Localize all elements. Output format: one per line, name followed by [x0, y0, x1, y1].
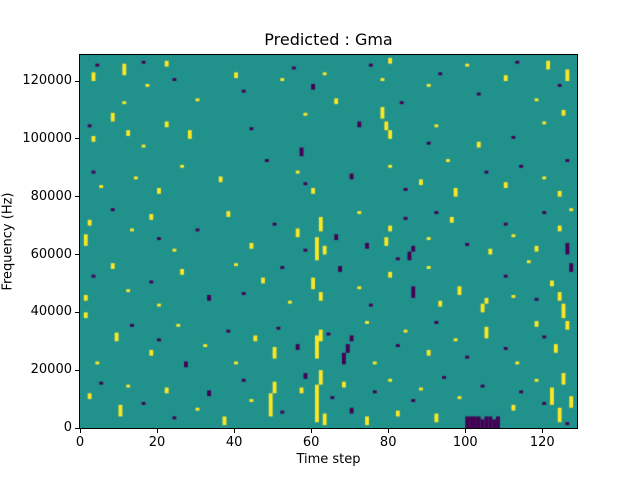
y-tick-label: 40000	[30, 304, 72, 320]
y-tick-mark	[75, 369, 79, 371]
x-tick-label: 0	[75, 435, 85, 450]
y-tick-label: 80000	[30, 188, 72, 204]
y-tick-label: 120000	[22, 73, 72, 89]
x-tick-mark	[387, 429, 389, 433]
y-tick-mark	[75, 311, 79, 313]
y-tick-label: 20000	[30, 362, 72, 378]
heatmap-canvas	[80, 55, 577, 428]
y-tick-mark	[75, 138, 79, 140]
x-tick-mark	[464, 429, 466, 433]
y-tick-mark	[75, 196, 79, 198]
x-tick-label: 120	[529, 435, 555, 450]
x-tick-label: 60	[302, 435, 320, 450]
x-tick-label: 80	[379, 435, 397, 450]
x-axis-label: Time step	[296, 452, 361, 467]
x-tick-mark	[156, 429, 158, 433]
y-tick-label: 60000	[30, 246, 72, 262]
y-tick-label: 0	[63, 420, 72, 435]
y-tick-mark	[75, 80, 79, 82]
x-tick-mark	[79, 429, 81, 433]
chart-title: Predicted : Gma	[264, 30, 393, 49]
y-tick-mark	[75, 427, 79, 429]
plot-area	[79, 54, 578, 429]
y-tick-mark	[75, 254, 79, 255]
y-tick-label: 100000	[22, 130, 72, 146]
x-tick-mark	[310, 429, 312, 433]
x-tick-mark	[233, 429, 235, 433]
x-tick-label: 100	[452, 435, 478, 450]
x-tick-label: 20	[148, 435, 166, 450]
x-tick-label: 40	[225, 435, 243, 450]
x-tick-mark	[541, 429, 543, 433]
